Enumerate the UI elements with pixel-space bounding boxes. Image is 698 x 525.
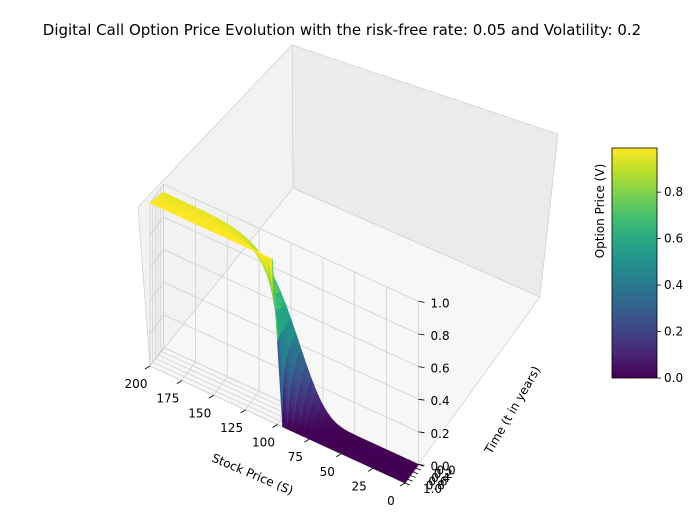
y-tick-label: 0.0 (437, 463, 456, 477)
x-tick-label: 200 (125, 377, 148, 391)
colorbar-tick-label: 0.0 (664, 371, 683, 385)
y-axis-label: Time (t in years) (481, 364, 543, 457)
y-tick-mark (407, 478, 413, 482)
x-axis-label: Stock Price (S) (210, 451, 296, 498)
z-tick-mark (418, 333, 425, 336)
x-tick-mark (304, 438, 310, 443)
y-tick-label: 0.4 (431, 471, 450, 485)
y-tick-label: 0.6 (428, 475, 447, 489)
x-tick-label: 175 (156, 392, 179, 406)
colorbar-tick-label: 0.8 (664, 185, 683, 199)
z-tick-mark (418, 464, 425, 466)
z-tick-mark (418, 366, 425, 368)
z-tick-label: 0.6 (431, 362, 450, 376)
colorbar-ticks: 0.0 0.2 0.4 0.6 0.8 (657, 185, 683, 385)
colorbar (611, 147, 658, 379)
z-axis-ticks: 0.0 0.2 0.4 0.6 0.8 1.0 (418, 296, 450, 473)
colorbar-tick-label: 0.2 (664, 325, 683, 339)
y-tick-label: 1.0 (423, 482, 442, 496)
x-tick-mark (367, 468, 374, 472)
y-tick-mark (410, 475, 416, 478)
y-tick-label: 0.8 (426, 478, 445, 492)
z-tick-label: 0.8 (431, 329, 450, 343)
z-tick-label: 0.4 (431, 394, 450, 408)
chart-title: Digital Call Option Price Evolution with… (43, 21, 641, 39)
z-tick-label: 1.0 (431, 296, 450, 310)
x-tick-label: 75 (288, 450, 303, 464)
y-tick-mark (412, 471, 419, 475)
option-price-surface (149, 192, 419, 484)
x-axis-ticks: 200 175 150 125 100 75 50 25 0 (125, 365, 406, 508)
x-tick-mark (176, 380, 183, 384)
colorbar-tick-label: 0.4 (664, 278, 683, 292)
x-tick-label: 25 (351, 479, 366, 493)
x-tick-mark (208, 394, 214, 399)
y-tick-mark (404, 482, 411, 486)
y-tick-label: 0.2 (434, 467, 453, 481)
y-axis-ticks: 0.00.20.40.60.81.0 (404, 463, 456, 496)
x-tick-label: 0 (387, 494, 395, 508)
z-axis-label: Option Price (V) (593, 164, 607, 259)
x-tick-mark (399, 482, 406, 487)
z-tick-label: 0.2 (431, 427, 450, 441)
x-tick-label: 100 (252, 436, 275, 450)
z-tick-mark (418, 301, 425, 303)
x-tick-mark (272, 424, 278, 428)
z-tick-label: 0.0 (431, 459, 450, 473)
x-tick-mark (336, 453, 342, 458)
y-tick-mark (415, 467, 421, 471)
z-tick-mark (418, 398, 425, 401)
x-tick-mark (240, 409, 246, 414)
x-tick-mark (144, 365, 151, 370)
colorbar-tick-label: 0.6 (664, 232, 683, 246)
x-tick-label: 125 (220, 421, 243, 435)
z-tick-mark (418, 431, 425, 434)
x-tick-label: 150 (188, 406, 211, 420)
x-tick-label: 50 (320, 465, 335, 479)
